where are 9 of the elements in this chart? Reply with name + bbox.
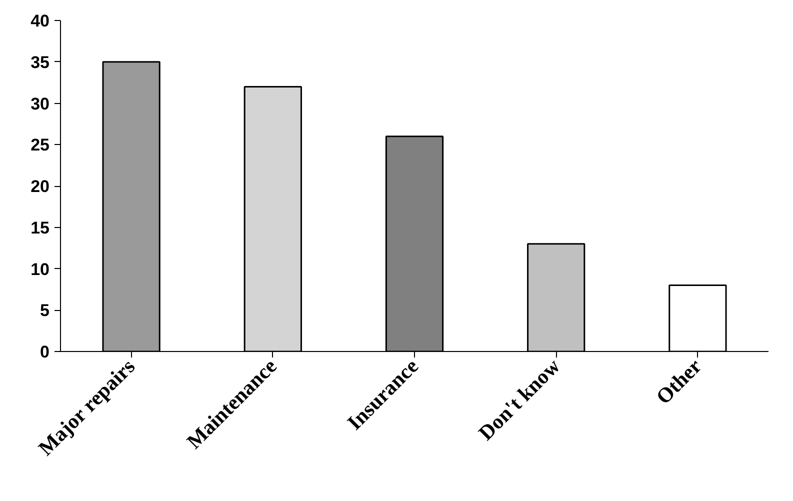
y-tick-label: 10 [30,260,50,279]
y-tick-label: 30 [30,94,50,114]
y-tick-label: 5 [40,301,50,320]
y-tick-label: 20 [30,177,50,196]
y-tick-label: 40 [30,12,50,30]
y-tick-label: 0 [40,342,50,362]
y-tick-label: 25 [30,136,50,155]
y-tick-label: 35 [30,52,50,72]
y-tick-label: 15 [30,218,50,238]
